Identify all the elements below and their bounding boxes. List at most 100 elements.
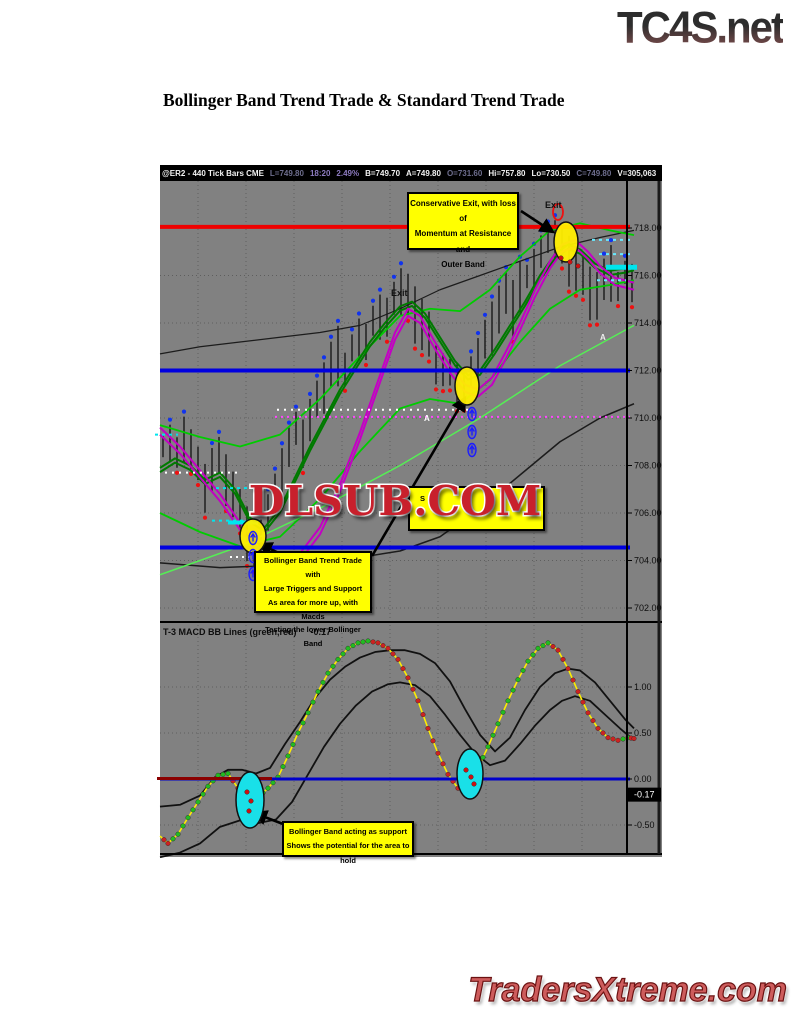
buy-trigger-dot	[167, 417, 173, 422]
axis-tick-label: 0.00	[634, 774, 652, 784]
macd-dot	[161, 837, 167, 843]
red-dot	[471, 781, 477, 787]
buy-trigger-dot	[279, 441, 285, 446]
sell-trigger-dot	[594, 322, 600, 327]
macd-dot	[420, 712, 426, 718]
chart-text-label: A	[424, 414, 430, 423]
chart-text-label: A	[600, 333, 606, 342]
macd-dot	[525, 658, 531, 664]
buy-trigger-dot	[286, 420, 292, 425]
buy-trigger-dot	[545, 219, 551, 224]
macd-dot	[185, 815, 191, 821]
chart-header-bar: @ER2 - 440 Tick Bars CME L=749.80 18:20 2.4…	[160, 165, 662, 181]
macd-dot	[280, 764, 286, 770]
red-dot	[468, 774, 474, 780]
macd-dot	[435, 750, 441, 756]
macd-dot	[565, 666, 571, 672]
macd-dot	[190, 807, 196, 813]
axis-tick-label: -0.50	[634, 820, 655, 830]
axis-tick-label: 706.00	[634, 508, 662, 518]
red-dot	[244, 789, 250, 795]
page-title: Bollinger Band Trend Trade & Standard Tr…	[163, 90, 565, 110]
macd-dot	[325, 670, 331, 676]
axis-tick-label: 1.00	[634, 682, 652, 692]
macd-dot	[390, 651, 396, 657]
trigger-highlight-ellipse	[454, 366, 480, 406]
macd-dot	[610, 736, 616, 742]
sell-trigger-dot	[202, 515, 208, 520]
macd-dot	[500, 709, 506, 715]
axis-tick-label: 0.50	[634, 728, 652, 738]
macd-dot	[615, 737, 621, 743]
quote-field: Lo=730.50	[531, 168, 571, 178]
macd-dot	[345, 645, 351, 651]
macd-bb-upper	[159, 649, 635, 808]
buy-trigger-dot	[608, 237, 614, 243]
macd-dot	[350, 643, 356, 649]
red-dot	[575, 263, 581, 269]
sell-trigger-dot	[412, 346, 418, 351]
axis-tick-label: 712.00	[634, 366, 662, 376]
tradersxtreme-logo: TradersXtreme.com	[468, 970, 788, 1009]
macd-dot	[575, 689, 581, 695]
macd-panel-label: T-3 MACD BB Lines (green,red) -0.17	[163, 627, 331, 637]
macd-dot	[195, 799, 201, 805]
macd-dot	[405, 675, 411, 681]
macd-dot	[445, 771, 451, 777]
buy-trigger-dot	[321, 355, 327, 360]
axis-tick-label: 714.00	[634, 318, 662, 328]
macd-support-ellipse	[456, 748, 484, 800]
macd-dot	[631, 736, 637, 742]
macd-dot	[425, 725, 431, 731]
sell-trigger-dot	[419, 352, 425, 358]
macd-dot	[290, 742, 296, 748]
macd-dot	[605, 735, 611, 741]
red-dot	[246, 808, 252, 814]
buy-trigger-dot	[181, 409, 187, 414]
macd-dot	[505, 698, 511, 704]
sell-trigger-dot	[629, 305, 635, 310]
axis-tick-label: 704.00	[634, 556, 662, 566]
annotation-arrow	[520, 209, 556, 234]
sell-trigger-dot	[559, 266, 565, 271]
macd-dot	[180, 823, 186, 829]
dlsub-watermark: DLSUB.COM	[247, 476, 542, 527]
buy-trigger-dot	[216, 429, 222, 435]
buy-trigger-dot	[293, 404, 299, 409]
axis-tick-label: 710.00	[634, 413, 662, 423]
macd-dot	[540, 643, 546, 649]
sell-trigger-dot	[433, 387, 439, 392]
chart-text-label: Exit	[391, 288, 408, 298]
axis-tick-label: 716.00	[634, 271, 662, 281]
up-arrow-glyph	[469, 444, 475, 454]
sell-trigger-dot	[342, 388, 348, 393]
quote-field: V=305,063	[617, 168, 657, 178]
sell-trigger-dot	[440, 389, 446, 394]
buy-trigger-dot	[538, 228, 544, 233]
macd-dot	[165, 840, 171, 846]
macd-dot	[385, 645, 391, 651]
macd-dot	[400, 666, 406, 672]
macd-dot	[395, 656, 401, 662]
macd-dot	[340, 651, 346, 657]
red-dot	[567, 259, 573, 265]
tc4s-logo: TC4S.net	[616, 2, 785, 53]
macd-dot	[265, 785, 271, 791]
macd-dot	[600, 730, 606, 736]
macd-dot	[510, 687, 516, 693]
macd-panel-title: T-3 MACD BB Lines (green,red)	[163, 627, 297, 637]
macd-dot	[490, 732, 496, 738]
up-arrow-glyph	[250, 532, 256, 542]
macd-dot	[225, 770, 231, 776]
sell-trigger-dot	[615, 303, 621, 309]
annotation-bb-trend-trade: Bollinger Band Trend Trade with Large Tr…	[254, 551, 372, 648]
macd-dot	[585, 710, 591, 716]
macd-dot	[410, 686, 416, 692]
macd-dot	[570, 677, 576, 683]
macd-dot	[530, 652, 536, 658]
buy-trigger-dot	[377, 287, 383, 292]
red-dot	[248, 798, 254, 804]
macd-dot	[545, 640, 551, 646]
macd-current-value: -0.17	[311, 627, 332, 637]
